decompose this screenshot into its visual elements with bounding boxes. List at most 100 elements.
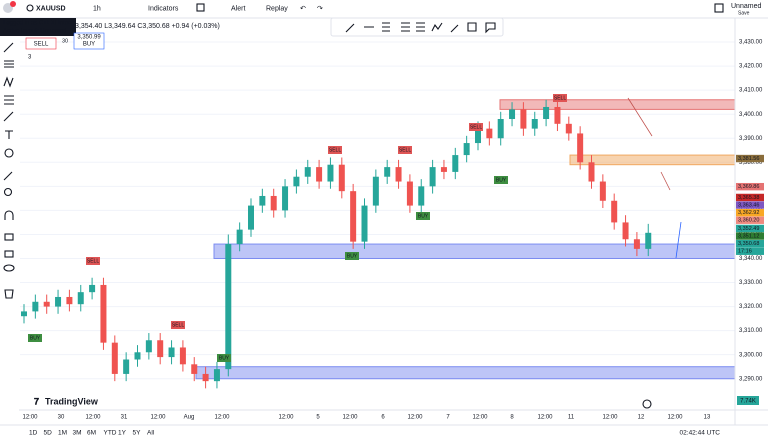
projection-tool[interactable]: [4, 95, 14, 105]
candle-body: [520, 109, 527, 129]
range-button[interactable]: 5Y: [133, 430, 142, 437]
tooltip: [0, 18, 76, 36]
x-tick-label: 12:00: [602, 415, 618, 421]
y-tick-label: 3,340.00: [739, 256, 763, 262]
candle-body: [236, 229, 243, 245]
signal-box: [398, 146, 412, 154]
x-tick-label: 12:00: [85, 415, 101, 421]
buy-button[interactable]: [73, 32, 105, 50]
candle-body: [565, 123, 572, 134]
candle-body: [622, 222, 629, 240]
range-button[interactable]: 3M: [73, 430, 82, 437]
indicator-count[interactable]: 3: [28, 55, 32, 61]
candle-body: [111, 342, 118, 374]
hide-tool[interactable]: [3, 264, 15, 272]
symbol[interactable]: XAUUSD: [36, 5, 66, 12]
indicators-button[interactable]: Indicators: [148, 5, 179, 12]
signal-label: SELL: [172, 322, 184, 328]
fib-tool[interactable]: [4, 60, 14, 68]
range-button[interactable]: YTD: [104, 430, 117, 437]
delete-tool[interactable]: [4, 289, 14, 299]
zone: [569, 154, 736, 166]
candle-body: [55, 296, 62, 307]
save-label[interactable]: Save: [738, 10, 750, 16]
brand[interactable]: TradingView: [45, 396, 99, 406]
signal-box: [469, 123, 483, 131]
top-bar: [0, 0, 768, 18]
x-tick-label: 12:00: [407, 415, 423, 421]
zoom-tool[interactable]: [3, 187, 13, 197]
candle-body: [270, 195, 277, 211]
range-button[interactable]: 5D: [44, 430, 53, 437]
candle-body: [497, 119, 504, 139]
magnet-tool[interactable]: [4, 210, 14, 220]
candle-body: [554, 106, 561, 124]
price-tag-label: 3,352.49: [738, 226, 759, 232]
candle-body: [134, 352, 141, 360]
undo[interactable]: ↶: [300, 5, 306, 12]
brush-tool[interactable]: [3, 111, 14, 122]
y-tick-label: 3,380.00: [739, 160, 763, 166]
candle-body: [327, 164, 334, 182]
layout-icon[interactable]: [196, 3, 205, 12]
range-button[interactable]: 1M: [58, 430, 67, 437]
x-tick-label: 12:00: [150, 415, 166, 421]
y-tick-label: 3,420.00: [739, 64, 763, 70]
candle-body: [293, 176, 300, 187]
candle-body: [645, 232, 652, 249]
layout-name[interactable]: Unnamed: [731, 3, 761, 10]
spread: 30: [62, 38, 68, 44]
candle-body: [123, 359, 130, 374]
range-button[interactable]: All: [147, 430, 155, 437]
brand-logo[interactable]: 𝟕: [34, 396, 39, 406]
candle-body: [531, 119, 538, 129]
candle-body: [338, 164, 345, 192]
buy-price[interactable]: 3,350.99: [77, 35, 101, 41]
redo[interactable]: ↷: [317, 5, 323, 12]
candle-body: [225, 244, 232, 370]
buy-label[interactable]: BUY: [83, 42, 95, 48]
layout-checkbox[interactable]: [714, 3, 724, 13]
candle-body: [32, 301, 39, 312]
y-tick-label: 3,290.00: [739, 376, 763, 382]
lock-all-tool[interactable]: [4, 250, 14, 258]
y-tick-label: 3,430.00: [739, 40, 763, 46]
drawing-toolbar-icons: [345, 22, 496, 34]
candle-body: [100, 284, 107, 343]
candle-body: [145, 340, 152, 353]
candle-body: [168, 347, 175, 358]
scroll-button[interactable]: [642, 399, 652, 409]
candle-body: [463, 143, 470, 156]
range-button[interactable]: 6M: [87, 430, 96, 437]
y-tick-label: 3,320.00: [739, 304, 763, 310]
emoji-tool[interactable]: [4, 148, 14, 158]
y-tick-label: 3,410.00: [739, 88, 763, 94]
pattern-tool[interactable]: [3, 76, 14, 88]
text-tool[interactable]: [5, 130, 13, 139]
candle-body: [316, 167, 323, 182]
signal-label: BUY: [219, 355, 230, 361]
candle-body: [282, 186, 289, 211]
alert-button[interactable]: Alert: [231, 5, 245, 12]
left-toolbar: [0, 18, 19, 440]
price-tag-label: 3,381.56: [738, 156, 759, 162]
replay-button[interactable]: Replay: [266, 5, 288, 12]
range-button[interactable]: 1Y: [118, 430, 127, 437]
annotation-arrow: [660, 171, 671, 191]
sell-label[interactable]: SELL: [34, 42, 49, 48]
candle-body: [543, 106, 550, 120]
candle-body: [599, 181, 606, 201]
ruler-tool[interactable]: [3, 171, 13, 181]
candle-body: [202, 373, 209, 382]
sell-button[interactable]: [25, 37, 57, 50]
drawing-icons[interactable]: [345, 22, 496, 34]
lock-tool[interactable]: [4, 233, 14, 241]
trendline-tool[interactable]: [3, 42, 14, 53]
price-tag-label: 3,360.20: [738, 218, 759, 224]
search-icon[interactable]: [26, 4, 34, 12]
range-button[interactable]: 1D: [29, 430, 38, 437]
signal-label: BUY: [30, 335, 41, 341]
price-tag-label: 3,363.46: [738, 203, 759, 209]
interval[interactable]: 1h: [93, 5, 101, 12]
price-tag: [736, 216, 764, 224]
